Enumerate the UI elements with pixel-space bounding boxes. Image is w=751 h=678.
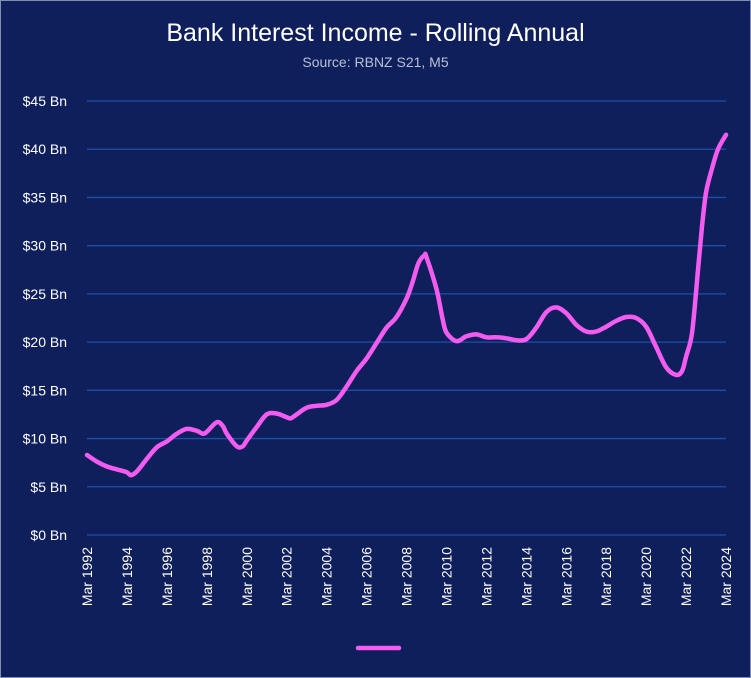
x-tick-label: Mar 2024 xyxy=(718,547,734,606)
x-tick-label: Mar 2010 xyxy=(438,547,454,606)
x-tick-label: Mar 2022 xyxy=(678,547,694,606)
y-tick-label: $30 Bn xyxy=(23,238,67,254)
x-axis-ticks: Mar 1992 Mar 1994 Mar 1996 Mar 1998 Mar 2000… xyxy=(79,547,734,606)
series-line-0 xyxy=(84,132,729,478)
series-group xyxy=(84,132,729,478)
x-tick-label: Mar 2014 xyxy=(518,547,534,606)
x-tick-label: Mar 2020 xyxy=(638,547,654,606)
x-tick-label: Mar 1992 xyxy=(79,547,95,606)
x-tick-label: Mar 2006 xyxy=(359,547,375,606)
y-axis-ticks: $0 Bn $5 Bn $10 Bn $15 Bn $20 Bn $25 Bn $30 Bn… xyxy=(23,93,67,543)
y-tick-label: $5 Bn xyxy=(30,479,67,495)
x-tick-label: Mar 2002 xyxy=(279,547,295,606)
y-tick-label: $25 Bn xyxy=(23,286,67,302)
y-tick-label: $0 Bn xyxy=(30,527,67,543)
chart-subtitle: Source: RBNZ S21, M5 xyxy=(302,54,449,70)
x-tick-label: Mar 2000 xyxy=(239,547,255,606)
y-tick-label: $15 Bn xyxy=(23,382,67,398)
x-tick-label: Mar 2008 xyxy=(399,547,415,606)
x-tick-label: Mar 2004 xyxy=(319,547,335,606)
x-tick-label: Mar 2018 xyxy=(598,547,614,606)
x-tick-label: Mar 2016 xyxy=(558,547,574,606)
x-tick-label: Mar 1996 xyxy=(159,547,175,606)
x-tick-label: Mar 2012 xyxy=(478,547,494,606)
x-tick-label: Mar 1998 xyxy=(199,547,215,606)
y-tick-label: $35 Bn xyxy=(23,189,67,205)
y-tick-label: $45 Bn xyxy=(23,93,67,109)
y-tick-label: $20 Bn xyxy=(23,334,67,350)
y-tick-label: $10 Bn xyxy=(23,431,67,447)
y-tick-label: $40 Bn xyxy=(23,141,67,157)
x-tick-label: Mar 1994 xyxy=(119,547,135,606)
chart-title: Bank Interest Income - Rolling Annual xyxy=(166,19,585,47)
